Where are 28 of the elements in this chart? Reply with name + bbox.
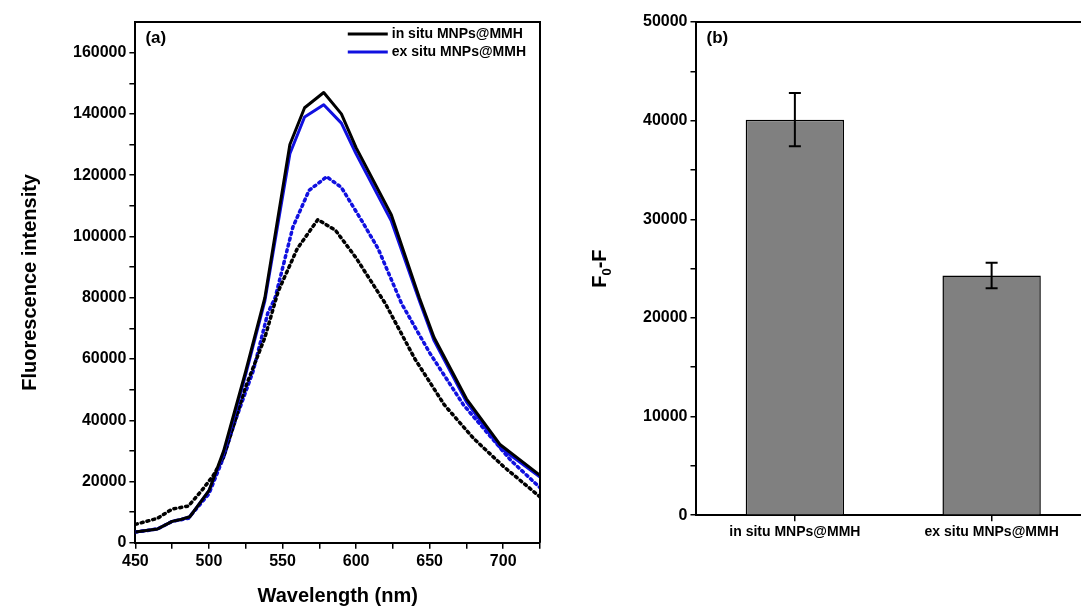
x-axis-title: Wavelength (nm): [257, 583, 418, 606]
y-tick-label: 60000: [81, 349, 127, 367]
x-tick-label: 550: [269, 551, 296, 569]
x-tick-label: 600: [342, 551, 370, 569]
legend-label: ex situ MNPs@MMH: [391, 42, 527, 59]
y-tick-label: 20000: [642, 308, 688, 326]
y-axis-title: Fluorescence intensity: [17, 173, 40, 391]
y-tick-label: 30000: [642, 209, 688, 227]
x-tick-label: 650: [416, 551, 444, 569]
y-tick-label: 80000: [81, 288, 127, 306]
y-tick-label: 140000: [73, 104, 127, 122]
x-tick-label: 450: [122, 551, 149, 569]
y-tick-label: 120000: [73, 165, 127, 183]
x-tick-label: 700: [489, 551, 517, 569]
y-tick-label: 10000: [642, 406, 688, 424]
y-tick-label: 0: [117, 533, 127, 551]
y-axis-title: F0-F: [587, 249, 614, 288]
chart-title: (b): [706, 28, 729, 48]
y-tick-label: 20000: [81, 471, 127, 489]
chart-title: (a): [145, 28, 167, 48]
x-tick-label: 500: [195, 551, 223, 569]
y-tick-label: 50000: [642, 12, 688, 30]
y-tick-label: 0: [678, 505, 688, 523]
y-tick-label: 100000: [73, 226, 127, 244]
y-tick-label: 160000: [73, 43, 127, 61]
y-tick-label: 40000: [642, 111, 688, 129]
y-tick-label: 40000: [81, 410, 127, 428]
legend-label: in situ MNPs@MMH: [391, 24, 523, 41]
